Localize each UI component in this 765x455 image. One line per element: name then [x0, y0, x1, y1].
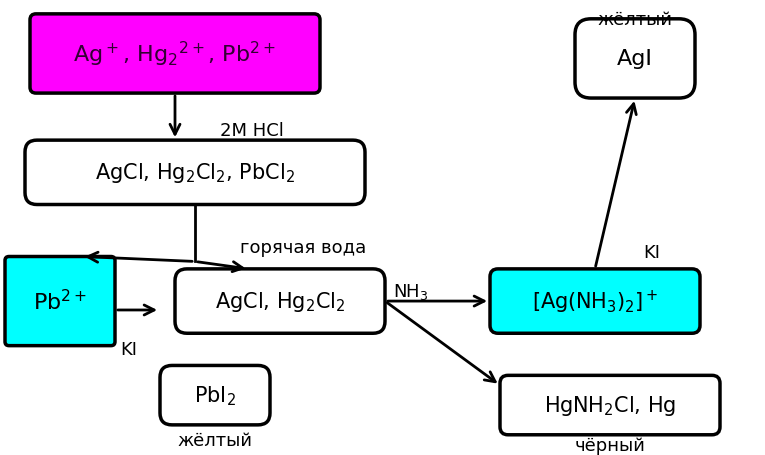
- Text: чёрный: чёрный: [575, 436, 646, 454]
- Text: жёлтый: жёлтый: [597, 11, 672, 29]
- Text: AgI: AgI: [617, 49, 653, 69]
- Text: KI: KI: [120, 340, 137, 358]
- Text: Ag$^+$, Hg$_2$$^{2+}$, Pb$^{2+}$: Ag$^+$, Hg$_2$$^{2+}$, Pb$^{2+}$: [73, 40, 276, 69]
- Text: AgCl, Hg$_2$Cl$_2$: AgCl, Hg$_2$Cl$_2$: [215, 289, 345, 313]
- Text: горячая вода: горячая вода: [240, 238, 366, 256]
- FancyBboxPatch shape: [490, 269, 700, 334]
- Text: HgNH$_2$Cl, Hg: HgNH$_2$Cl, Hg: [544, 393, 676, 417]
- Text: PbI$_2$: PbI$_2$: [194, 384, 236, 407]
- FancyBboxPatch shape: [575, 20, 695, 99]
- Text: NH$_3$: NH$_3$: [393, 282, 428, 302]
- FancyBboxPatch shape: [25, 141, 365, 205]
- FancyBboxPatch shape: [175, 269, 385, 334]
- Text: жёлтый: жёлтый: [177, 431, 252, 449]
- Text: [Ag(NH$_3$)$_2$]$^+$: [Ag(NH$_3$)$_2$]$^+$: [532, 288, 659, 315]
- Text: Pb$^{2+}$: Pb$^{2+}$: [33, 289, 87, 314]
- Text: AgCl, Hg$_2$Cl$_2$, PbCl$_2$: AgCl, Hg$_2$Cl$_2$, PbCl$_2$: [95, 161, 295, 185]
- Text: KI: KI: [643, 243, 660, 261]
- FancyBboxPatch shape: [500, 375, 720, 435]
- FancyBboxPatch shape: [160, 366, 270, 425]
- FancyBboxPatch shape: [30, 15, 320, 94]
- Text: 2M HCl: 2M HCl: [220, 121, 284, 139]
- FancyBboxPatch shape: [5, 257, 115, 346]
